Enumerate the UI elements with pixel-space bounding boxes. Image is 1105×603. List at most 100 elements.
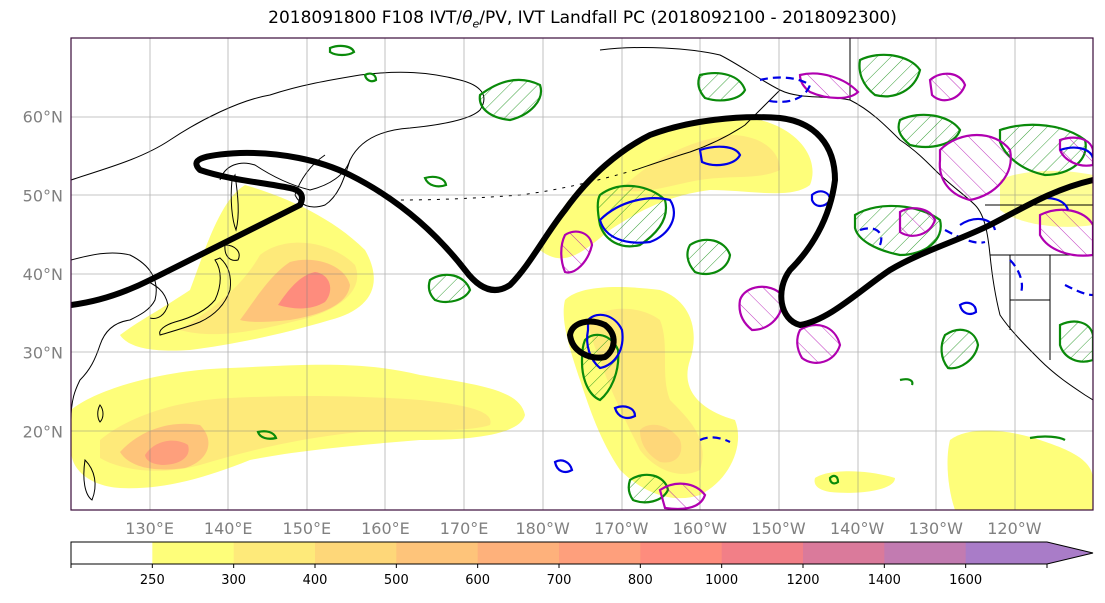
longitude-label: 150°W xyxy=(751,519,806,538)
colorbar-segment xyxy=(477,542,560,564)
pv-negative-dashed-4 xyxy=(699,436,731,443)
latitude-label: 50°N xyxy=(23,186,63,205)
pv-positive-7 xyxy=(798,72,860,100)
map-frame xyxy=(70,37,1094,511)
longitude-label: 130°E xyxy=(125,519,174,538)
coastline-hokkaido xyxy=(224,244,240,261)
theta-e-alaska-1 xyxy=(478,78,543,122)
pv-positive-6 xyxy=(928,72,967,102)
longitude-label: 160°E xyxy=(361,519,410,538)
ivt-east-coast xyxy=(947,430,1093,510)
pv-negative-5 xyxy=(959,217,997,231)
longitude-label: 140°W xyxy=(830,519,885,538)
pv-negative-dashed-5 xyxy=(1009,259,1024,296)
theta-e-central xyxy=(596,184,668,248)
longitude-label: 150°E xyxy=(283,519,332,538)
colorbar-segment xyxy=(721,542,804,564)
colorbar-segment xyxy=(640,542,723,564)
pv-positive-contours xyxy=(560,72,1093,510)
theta-e-small-3 xyxy=(363,72,378,83)
theta-e-alaska-4 xyxy=(697,72,747,102)
pv-negative-dashed-contours xyxy=(699,76,1093,443)
ivt-plume-central-core xyxy=(640,424,682,463)
theta-e-east-4 xyxy=(1058,320,1093,363)
theta-e-central-2 xyxy=(686,238,732,276)
pv-positive-5 xyxy=(1038,208,1093,257)
theta-e-small-5 xyxy=(1029,435,1066,441)
ivt-plume-japan-max xyxy=(278,272,331,309)
pv-negative-1 xyxy=(598,197,676,244)
colorbar-segment xyxy=(233,542,316,564)
colorbar-tick-label: 1000 xyxy=(705,573,738,588)
coastline-alaska xyxy=(599,47,936,171)
theta-e-small-contours xyxy=(256,44,1066,485)
colorbar-segment xyxy=(152,542,235,564)
longitude-labels: 130°E 140°E 150°E 160°E 170°E 180°W 170°W 160°W… xyxy=(125,519,1041,538)
pv-negative-dashed-1 xyxy=(759,76,812,103)
latitude-label: 30°N xyxy=(23,344,63,363)
colorbar-extend-arrow xyxy=(1047,542,1093,564)
coastline-korea xyxy=(144,279,169,319)
pv-positive-10 xyxy=(1058,136,1093,167)
colorbar-segment xyxy=(884,542,967,564)
coastline-north-america xyxy=(934,169,1093,401)
pv-negative-contours xyxy=(553,145,1093,473)
pv-black-cutoff-low xyxy=(567,318,617,361)
colorbar-outline xyxy=(70,541,1094,565)
pv-negative-3 xyxy=(586,313,624,370)
longitude-label: 180°W xyxy=(516,519,571,538)
coastline-philippines xyxy=(83,458,96,501)
colorbar-segment xyxy=(315,542,397,564)
pv-positive-8 xyxy=(560,230,594,274)
map-title: 2018091800 F108 IVT/θe/PV, IVT Landfall … xyxy=(268,8,897,31)
coastline-alaska-peninsula xyxy=(634,89,781,171)
colorbar-segment xyxy=(396,542,479,564)
coastline-asia xyxy=(71,252,157,421)
longitude-label: 140°E xyxy=(204,519,253,538)
latitude-label: 20°N xyxy=(23,422,63,441)
pv-negative-2 xyxy=(698,145,742,167)
theta-e-small-1 xyxy=(328,44,356,57)
theta-e-small-6 xyxy=(828,474,840,485)
coastline-taiwan xyxy=(97,404,104,423)
theta-e-contours xyxy=(427,53,1093,504)
longitude-label: 160°W xyxy=(673,519,728,538)
pv-negative-8 xyxy=(958,301,978,316)
pv-positive-3 xyxy=(938,133,1012,202)
pv-negative-9 xyxy=(1059,146,1093,159)
latitude-label: 40°N xyxy=(23,265,63,284)
theta-e-small-4 xyxy=(256,430,278,440)
colorbar-segment xyxy=(965,542,1048,564)
map-plot-area xyxy=(71,38,1093,510)
theta-e-small-2 xyxy=(423,175,448,188)
coastline-kamchatka xyxy=(294,154,351,208)
colorbar-tick-label: 700 xyxy=(547,573,572,588)
theta-e-alaska-3 xyxy=(897,113,962,148)
pv-positive-1 xyxy=(738,285,784,332)
coastlines xyxy=(71,38,1093,501)
longitude-label: 170°E xyxy=(440,519,489,538)
pv-negative-dashed-3 xyxy=(944,229,986,244)
pv-positive-2 xyxy=(796,323,842,364)
colorbar-tick-label: 600 xyxy=(465,573,490,588)
theta-e-west xyxy=(427,273,472,304)
longitude-label: 170°W xyxy=(594,519,649,538)
colorbar-tick-label: 800 xyxy=(628,573,653,588)
colorbar-tick-label: 400 xyxy=(303,573,328,588)
pv-positive-4 xyxy=(898,207,937,237)
theta-e-small-7 xyxy=(899,378,914,386)
pv-negative-dashed-2 xyxy=(859,227,883,246)
pv-black-contour xyxy=(71,114,1093,361)
coastline-sakhalin xyxy=(230,173,239,232)
colorbar-tick-label: 300 xyxy=(221,573,246,588)
theta-e-south xyxy=(627,473,670,504)
pv-negative-6 xyxy=(553,459,574,473)
colorbar: 250 300 400 500 600 700 800 1000 1200 1400 1600 xyxy=(70,541,1094,588)
pv-positive-9 xyxy=(658,482,707,510)
coastline-japan xyxy=(159,257,231,336)
longitude-label: 120°W xyxy=(987,519,1042,538)
colorbar-tick-label: 1400 xyxy=(868,573,901,588)
latitude-labels: 60°N 50°N 40°N 30°N 20°N xyxy=(23,108,63,442)
colorbar-tick-label: 500 xyxy=(384,573,409,588)
